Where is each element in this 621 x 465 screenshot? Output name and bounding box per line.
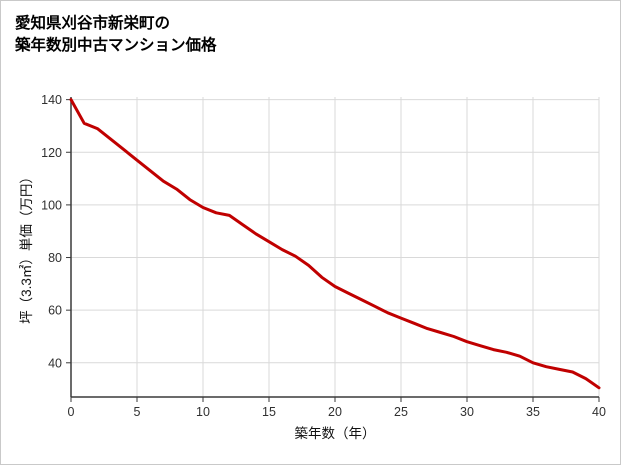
y-tick-label: 140 [41, 93, 62, 107]
y-tick-label: 40 [48, 356, 62, 370]
y-tick-label: 100 [41, 198, 62, 212]
y-tick-label: 120 [41, 146, 62, 160]
chart-title: 愛知県刈谷市新栄町の 築年数別中古マンション価格 [15, 13, 217, 58]
x-axis-title: 築年数（年） [295, 426, 376, 441]
x-tick-label: 30 [460, 405, 474, 419]
x-tick-label: 15 [262, 405, 276, 419]
x-tick-label: 40 [592, 405, 606, 419]
chart-title-line2: 築年数別中古マンション価格 [15, 37, 217, 55]
x-tick-label: 35 [526, 405, 540, 419]
x-tick-label: 5 [134, 405, 141, 419]
y-tick-label: 80 [48, 251, 62, 265]
x-tick-label: 10 [196, 405, 210, 419]
price-line-series [69, 98, 601, 390]
x-tick-label: 25 [394, 405, 408, 419]
y-axis-title: 坪（3.3㎡）単価（万円） [19, 170, 34, 324]
chart-title-line1: 愛知県刈谷市新栄町の [15, 15, 171, 32]
y-tick-label: 60 [48, 304, 62, 318]
x-tick-label: 0 [68, 405, 75, 419]
x-tick-label: 20 [328, 405, 342, 419]
